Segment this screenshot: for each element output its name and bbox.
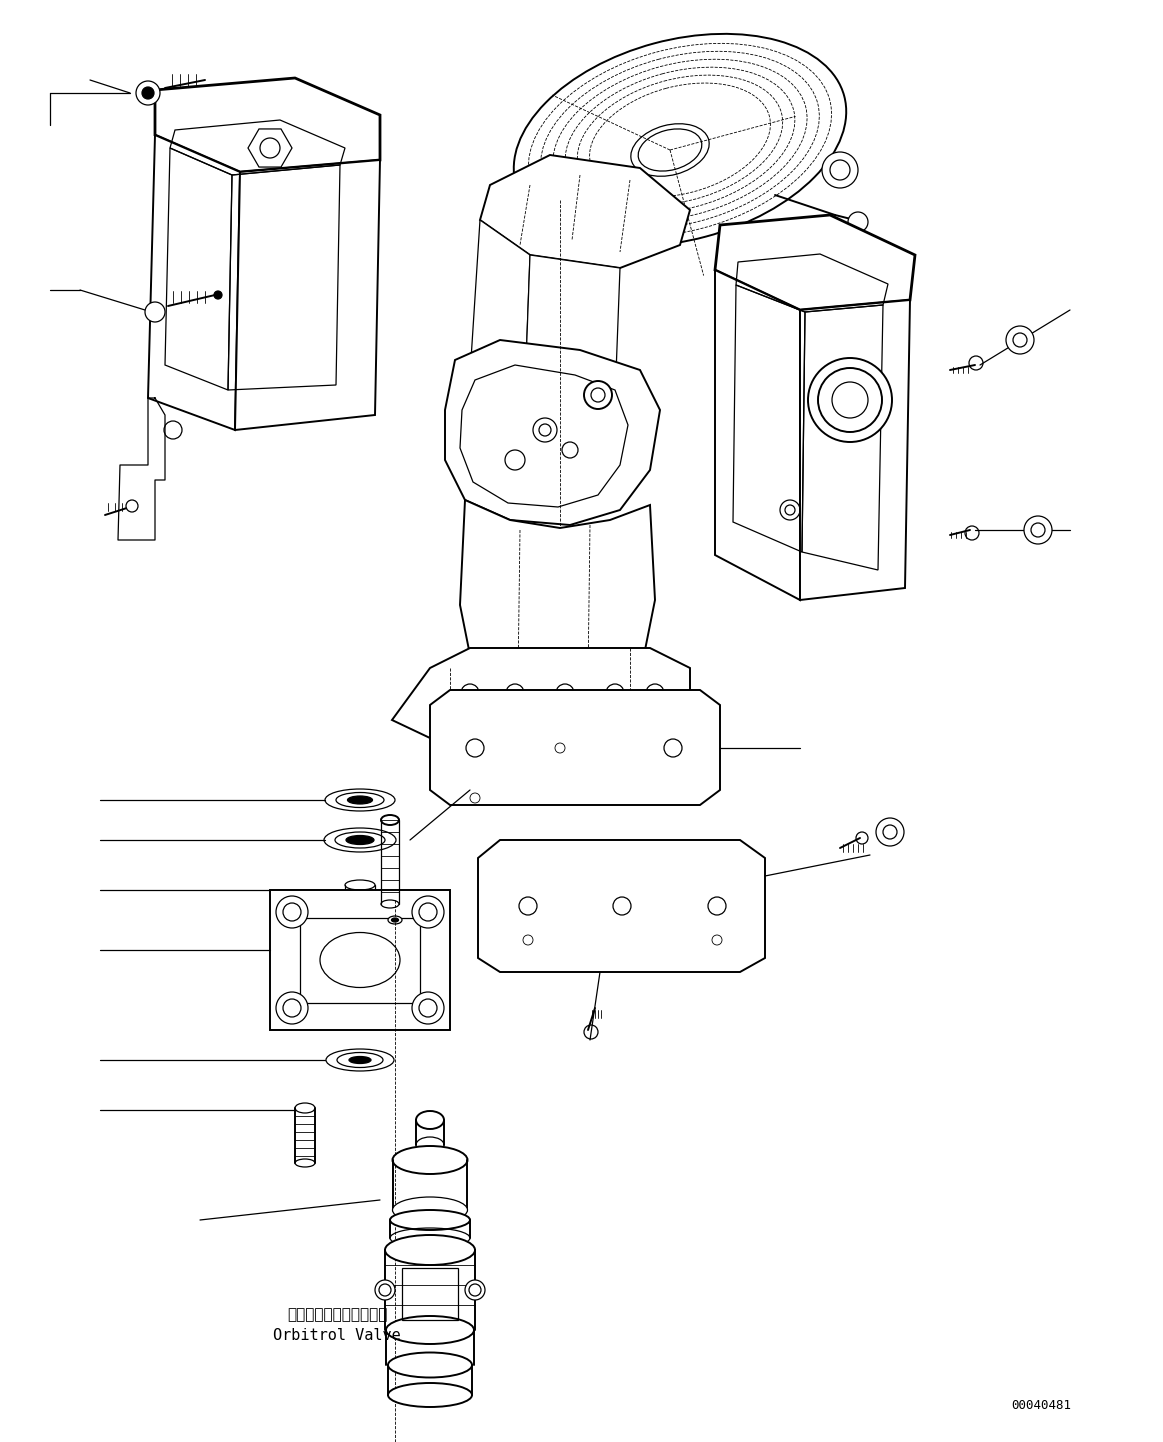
- Bar: [300, 919, 420, 1004]
- Circle shape: [822, 151, 858, 187]
- Ellipse shape: [326, 1048, 394, 1071]
- Circle shape: [1023, 516, 1053, 544]
- Polygon shape: [461, 500, 655, 688]
- Circle shape: [412, 895, 444, 929]
- Ellipse shape: [381, 815, 399, 825]
- Ellipse shape: [392, 919, 399, 921]
- Circle shape: [145, 301, 165, 322]
- Bar: [402, 1268, 458, 1319]
- Circle shape: [876, 818, 904, 846]
- Polygon shape: [392, 647, 690, 738]
- Ellipse shape: [390, 1210, 470, 1230]
- Ellipse shape: [324, 789, 395, 810]
- Ellipse shape: [337, 1053, 383, 1067]
- Ellipse shape: [295, 1103, 315, 1113]
- Bar: [270, 890, 450, 1030]
- Ellipse shape: [392, 1197, 468, 1223]
- Circle shape: [142, 87, 154, 99]
- Ellipse shape: [324, 828, 395, 852]
- Polygon shape: [235, 160, 380, 430]
- Polygon shape: [148, 136, 240, 430]
- Circle shape: [412, 992, 444, 1024]
- Ellipse shape: [347, 835, 374, 845]
- Ellipse shape: [638, 128, 701, 172]
- Ellipse shape: [374, 1280, 395, 1301]
- Polygon shape: [480, 154, 690, 268]
- Ellipse shape: [336, 793, 384, 808]
- Polygon shape: [525, 255, 620, 399]
- Circle shape: [1006, 326, 1034, 353]
- Circle shape: [126, 500, 138, 512]
- Circle shape: [276, 992, 308, 1024]
- Ellipse shape: [388, 1353, 472, 1377]
- Circle shape: [584, 381, 612, 410]
- Text: Orbitrol Valve: Orbitrol Valve: [273, 1328, 401, 1343]
- Ellipse shape: [348, 796, 372, 805]
- Polygon shape: [715, 215, 915, 310]
- Polygon shape: [800, 300, 909, 600]
- Text: オービットロールバルブ: オービットロールバルブ: [287, 1308, 387, 1322]
- Ellipse shape: [345, 908, 374, 919]
- Circle shape: [276, 895, 308, 929]
- Text: 00040481: 00040481: [1011, 1399, 1071, 1413]
- Ellipse shape: [388, 1383, 472, 1407]
- Polygon shape: [155, 78, 380, 172]
- Ellipse shape: [388, 916, 402, 924]
- Circle shape: [848, 212, 868, 232]
- Circle shape: [136, 81, 160, 105]
- Ellipse shape: [465, 1280, 485, 1301]
- Polygon shape: [715, 270, 800, 600]
- Polygon shape: [478, 841, 765, 972]
- Ellipse shape: [345, 880, 374, 890]
- Circle shape: [214, 291, 222, 298]
- Ellipse shape: [335, 832, 385, 848]
- Ellipse shape: [349, 1057, 371, 1064]
- Ellipse shape: [386, 1317, 475, 1344]
- Circle shape: [533, 418, 557, 443]
- Ellipse shape: [385, 1234, 475, 1265]
- Polygon shape: [430, 691, 720, 805]
- Polygon shape: [470, 221, 530, 389]
- Circle shape: [808, 358, 892, 443]
- Ellipse shape: [320, 933, 400, 988]
- Polygon shape: [445, 340, 659, 525]
- Ellipse shape: [392, 1146, 468, 1174]
- Ellipse shape: [416, 1110, 444, 1129]
